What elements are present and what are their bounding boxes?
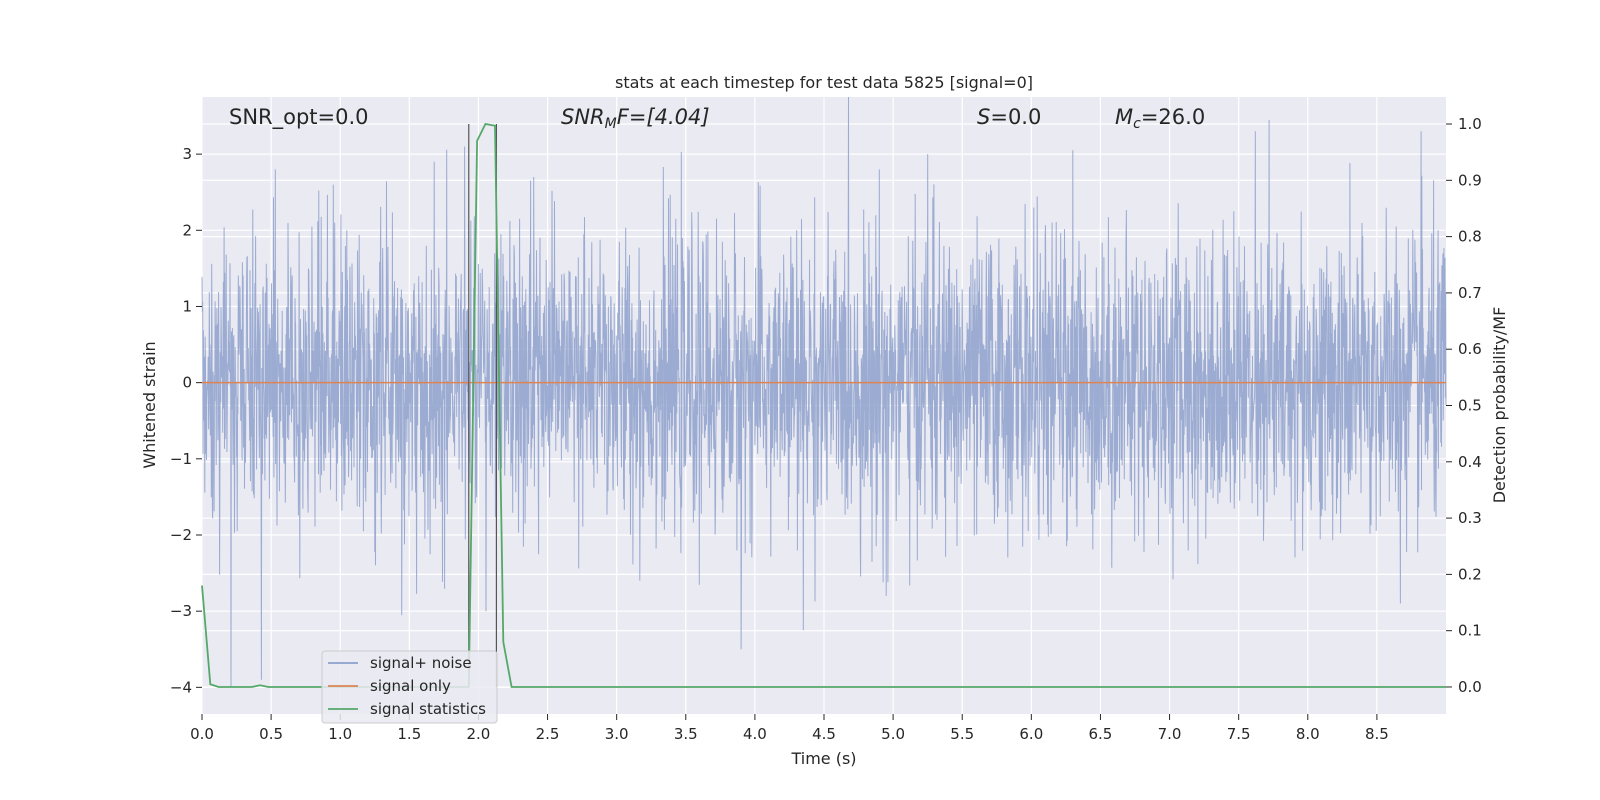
y2-axis-label: Detection probability/MF: [1490, 307, 1509, 504]
series-signal-noise: [201, 96, 1447, 688]
x-tick-label: 1.5: [397, 725, 421, 743]
chart-title: stats at each timestep for test data 582…: [615, 73, 1033, 92]
x-tick-label: 5.0: [881, 725, 905, 743]
y-tick-label: −4: [170, 678, 192, 696]
legend-label-signal-noise: signal+ noise: [370, 654, 472, 672]
x-tick-label: 0.0: [190, 725, 214, 743]
legend-label-signal-only: signal only: [370, 677, 451, 695]
y2-tick-label: 0.4: [1458, 453, 1482, 471]
x-tick-label: 1.0: [328, 725, 352, 743]
x-axis-label: Time (s): [790, 749, 856, 768]
x-tick-label: 0.5: [259, 725, 283, 743]
x-tick-label: 7.5: [1227, 725, 1251, 743]
annotation-mc: Mc=26.0: [1115, 105, 1205, 132]
y2-tick-label: 1.0: [1458, 115, 1482, 133]
y-axis-label: Whitened strain: [140, 341, 159, 468]
y-tick-label: −1: [170, 450, 192, 468]
legend-label-signal-statistics: signal statistics: [370, 700, 486, 718]
x-tick-label: 3.5: [674, 725, 698, 743]
left-y-axis: 3 2 1 0 −1 −2 −3 −4: [170, 145, 202, 696]
x-tick-label: 5.5: [950, 725, 974, 743]
y2-tick-label: 0.0: [1458, 678, 1482, 696]
annotation-snr-mf: SNRMF=[4.04]: [561, 105, 710, 132]
x-tick-label: 4.0: [743, 725, 767, 743]
y-tick-label: 3: [182, 145, 192, 163]
x-axis: 0.0 0.5 1.0 1.5 2.0 2.5 3.0 3.5 4.0 4.5 5.0 5.5 6.0 6…: [190, 714, 1389, 743]
y2-tick-label: 0.5: [1458, 397, 1482, 415]
y2-tick-label: 0.9: [1458, 171, 1482, 189]
y2-tick-label: 0.6: [1458, 340, 1482, 358]
series-signal-statistics: [201, 122, 1446, 688]
legend: signal+ noise signal only signal statist…: [321, 650, 498, 724]
y-tick-label: 1: [182, 297, 192, 315]
x-tick-label: 7.0: [1158, 725, 1182, 743]
annotation-snr-opt: SNR_opt=0.0: [229, 105, 369, 130]
x-tick-label: 4.5: [812, 725, 836, 743]
x-tick-label: 8.5: [1365, 725, 1389, 743]
y2-tick-label: 0.3: [1458, 509, 1482, 527]
right-y-axis: 1.0 0.9 0.8 0.7 0.6 0.5 0.4 0.3 0.2 0.1 0.0: [1446, 115, 1482, 696]
x-tick-label: 8.0: [1296, 725, 1320, 743]
series-layer: [201, 96, 1447, 688]
annotation-s: S=0.0: [977, 105, 1041, 129]
x-tick-label: 2.5: [536, 725, 560, 743]
x-tick-label: 2.0: [467, 725, 491, 743]
x-tick-label: 3.0: [605, 725, 629, 743]
x-tick-label: 6.0: [1019, 725, 1043, 743]
legend-box: [321, 650, 498, 724]
y-tick-label: 0: [182, 374, 192, 392]
y2-tick-label: 0.8: [1458, 228, 1482, 246]
y-tick-label: 2: [182, 221, 192, 239]
y-tick-label: −3: [170, 602, 192, 620]
x-tick-label: 6.5: [1089, 725, 1113, 743]
y-tick-label: −2: [170, 526, 192, 544]
y2-tick-label: 0.7: [1458, 284, 1482, 302]
y2-tick-label: 0.2: [1458, 565, 1482, 583]
y2-tick-label: 0.1: [1458, 622, 1482, 640]
